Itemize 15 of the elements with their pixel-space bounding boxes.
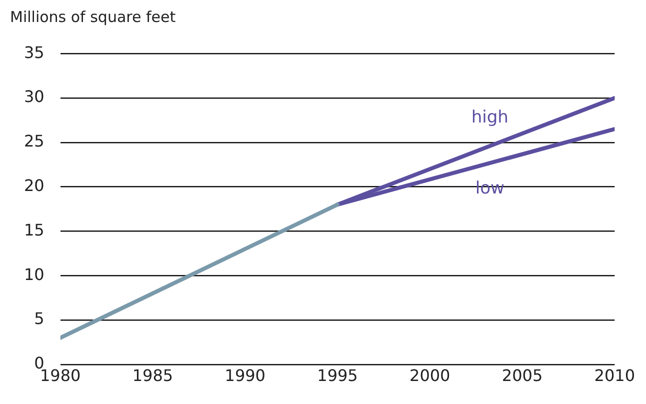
y-tick-label: 20 [24,176,44,195]
y-tick-label: 35 [24,42,44,62]
y-tick-label: 30 [24,87,44,106]
x-tick-label: 2000 [410,366,450,386]
x-tick-label: 1985 [132,366,174,386]
y-tick-label: 10 [24,264,44,284]
x-tick-label: 1995 [317,366,358,386]
x-tick-label: 2010 [594,366,635,386]
x-tick-label: 2005 [502,366,543,386]
series-label: high [471,107,508,128]
y-tick-label: 5 [34,309,44,328]
y-axis-title: Millions of square feet [10,8,177,26]
y-tick-label: 25 [24,132,44,151]
x-tick-label: 1990 [224,366,266,386]
y-tick-label: 15 [24,220,44,240]
